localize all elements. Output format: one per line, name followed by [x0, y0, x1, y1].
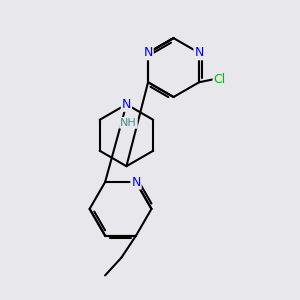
- Text: NH: NH: [120, 118, 137, 128]
- Text: N: N: [122, 98, 131, 111]
- Text: N: N: [194, 46, 204, 59]
- Text: N: N: [143, 46, 153, 59]
- Text: Cl: Cl: [214, 73, 226, 86]
- Text: N: N: [131, 176, 141, 189]
